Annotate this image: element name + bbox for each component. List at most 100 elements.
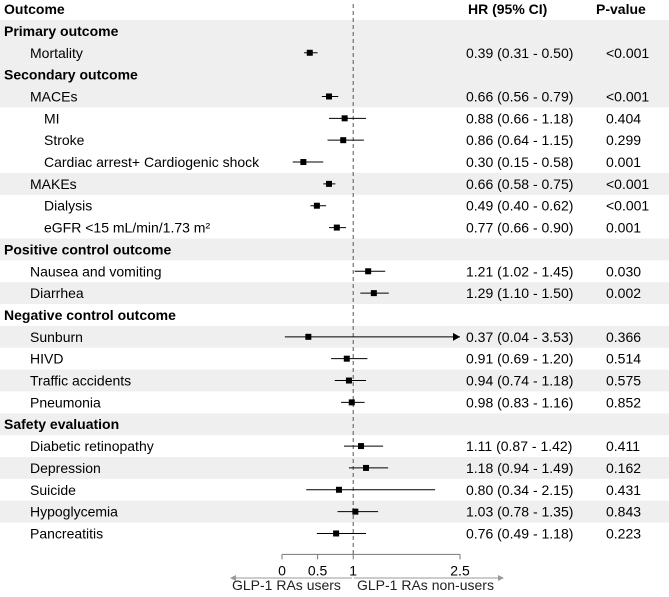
p-value: <0.001 <box>606 198 649 214</box>
hr-ci-value: 1.11 (0.87 - 1.42) <box>466 438 572 454</box>
outcome-label: Traffic accidents <box>30 373 131 389</box>
p-value: 0.366 <box>606 329 641 345</box>
footer: GLP-1 RAs users GLP-1 RAs non-users <box>230 575 504 593</box>
outcome-label: Dialysis <box>44 198 92 214</box>
outcome-label: Pancreatitis <box>30 525 103 541</box>
hr-ci-value: 0.91 (0.69 - 1.20) <box>466 351 573 367</box>
row-band <box>0 282 669 305</box>
x-tick-label: 1 <box>349 562 357 578</box>
outcome-label: HIVD <box>30 351 63 367</box>
hr-ci-value: 1.03 (0.78 - 1.35) <box>466 504 573 520</box>
hr-ci-value: 0.77 (0.66 - 0.90) <box>466 220 573 236</box>
hr-ci-value: 0.88 (0.66 - 1.18) <box>466 110 573 126</box>
point-estimate <box>335 486 342 493</box>
point-estimate <box>333 224 340 231</box>
outcome-label: Diarrhea <box>30 285 84 301</box>
point-estimate <box>358 443 365 450</box>
header-pvalue: P-value <box>596 1 646 17</box>
p-value: 0.030 <box>606 263 641 279</box>
point-estimate <box>352 508 359 515</box>
x-tick-label: 0 <box>278 562 286 578</box>
hr-ci-value: 0.49 (0.40 - 0.62) <box>466 198 573 214</box>
row-band <box>0 41 669 64</box>
p-value: 0.404 <box>606 110 641 126</box>
point-estimate <box>363 464 370 471</box>
point-estimate <box>325 180 332 187</box>
section-label: Primary outcome <box>4 23 119 39</box>
hr-ci-value: 0.66 (0.56 - 0.79) <box>466 88 573 104</box>
p-value: 0.852 <box>606 394 641 410</box>
point-estimate <box>313 202 320 209</box>
section-label: Secondary outcome <box>4 67 138 83</box>
outcome-label: eGFR <15 mL/min/1.73 m² <box>44 220 210 236</box>
point-estimate <box>333 530 340 537</box>
hr-ci-value: 1.18 (0.94 - 1.49) <box>466 460 573 476</box>
point-estimate <box>345 377 352 384</box>
outcome-label: Diabetic retinopathy <box>30 438 154 454</box>
hr-ci-value: 1.21 (1.02 - 1.45) <box>466 263 573 279</box>
header-outcome: Outcome <box>4 1 65 17</box>
p-value: 0.162 <box>606 460 641 476</box>
p-value: 0.001 <box>606 220 641 236</box>
point-estimate <box>306 49 313 56</box>
hr-ci-value: 0.39 (0.31 - 0.50) <box>466 45 573 61</box>
outcome-label: MI <box>44 110 60 126</box>
point-estimate <box>343 355 350 362</box>
hr-ci-value: 1.29 (1.10 - 1.50) <box>466 285 573 301</box>
section-label: Safety evaluation <box>4 416 119 432</box>
hr-ci-value: 0.80 (0.34 - 2.15) <box>466 482 573 498</box>
outcome-label: Hypoglycemia <box>30 504 118 520</box>
point-estimate <box>365 268 372 275</box>
point-estimate <box>305 333 312 340</box>
p-value: 0.514 <box>606 351 641 367</box>
x-axis: 0 0.5 1 2.5 <box>278 553 470 578</box>
hr-ci-value: 0.94 (0.74 - 1.18) <box>466 373 573 389</box>
p-value: <0.001 <box>606 176 649 192</box>
point-estimate <box>340 137 347 144</box>
p-value: 0.575 <box>606 373 641 389</box>
outcome-label: Mortality <box>30 45 83 61</box>
outcome-label: Cardiac arrest+ Cardiogenic shock <box>44 154 260 170</box>
outcome-label: Pneumonia <box>30 394 101 410</box>
row-band <box>0 413 669 436</box>
x-tick-label: 2.5 <box>450 562 470 578</box>
hr-ci-value: 0.66 (0.58 - 0.75) <box>466 176 573 192</box>
hr-ci-value: 0.30 (0.15 - 0.58) <box>466 154 573 170</box>
outcome-label: Nausea and vomiting <box>30 263 162 279</box>
header-hr: HR (95% CI) <box>468 1 547 17</box>
p-value: 0.002 <box>606 285 641 301</box>
row-band <box>0 63 669 86</box>
footer-left-arrowhead <box>230 575 236 581</box>
row-band <box>0 238 669 261</box>
p-value: <0.001 <box>606 88 649 104</box>
p-value: 0.411 <box>606 438 640 454</box>
hr-ci-value: 0.76 (0.49 - 1.18) <box>466 525 573 541</box>
p-value: 0.431 <box>606 482 641 498</box>
p-value: 0.001 <box>606 154 641 170</box>
outcome-label: Stroke <box>44 132 85 148</box>
row-band <box>0 369 669 392</box>
row-band <box>0 457 669 479</box>
footer-right-label: GLP-1 RAs non-users <box>357 577 494 593</box>
hr-ci-value: 0.37 (0.04 - 3.53) <box>466 329 573 345</box>
outcome-label: Suicide <box>30 482 76 498</box>
point-estimate <box>348 399 355 406</box>
outcome-label: Depression <box>30 460 101 476</box>
x-tick-label: 0.5 <box>308 562 328 578</box>
hr-ci-value: 0.86 (0.64 - 1.15) <box>466 132 573 148</box>
point-estimate <box>370 290 377 297</box>
point-estimate <box>341 115 348 122</box>
outcome-label: Sunburn <box>30 329 83 345</box>
section-label: Negative control outcome <box>4 307 176 323</box>
footer-left-label: GLP-1 RAs users <box>232 577 341 593</box>
point-estimate <box>300 159 307 166</box>
p-value: 0.299 <box>606 132 641 148</box>
p-value: <0.001 <box>606 45 649 61</box>
p-value: 0.843 <box>606 504 641 520</box>
p-value: 0.223 <box>606 525 641 541</box>
point-estimate <box>325 93 332 100</box>
outcome-label: MACEs <box>30 88 77 104</box>
hr-ci-value: 0.98 (0.83 - 1.16) <box>466 394 573 410</box>
